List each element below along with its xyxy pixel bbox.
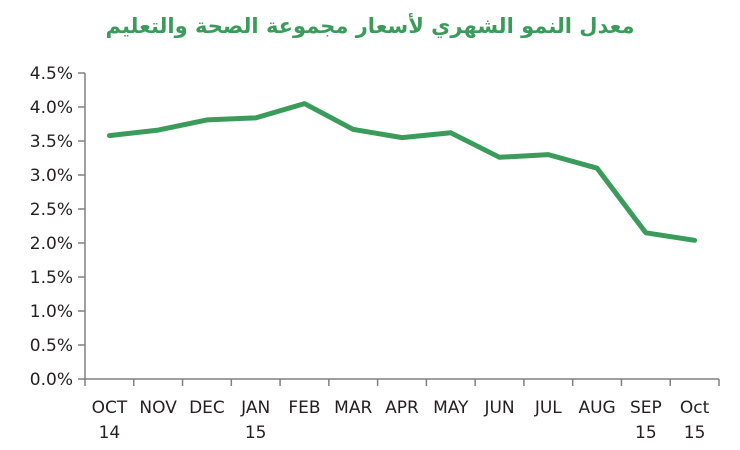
x-tick-label: 15: [684, 423, 706, 443]
x-tick-label: FEB: [288, 398, 320, 418]
x-tick-label: 14: [99, 423, 121, 443]
y-tick-label: 0.0%: [30, 370, 73, 390]
x-tick-label: JAN: [240, 398, 270, 418]
y-tick-label: 4.5%: [30, 64, 73, 84]
y-tick-label: 1.0%: [30, 302, 73, 322]
y-tick-label: 0.5%: [30, 336, 73, 356]
chart-title: معدل النمو الشهري لأسعار مجموعة الصحة وا…: [105, 14, 635, 38]
x-tick-label: AUG: [578, 398, 615, 418]
y-tick-label: 3.0%: [30, 166, 73, 186]
x-tick-label: MAR: [334, 398, 372, 418]
y-tick-label: 3.5%: [30, 132, 73, 152]
x-tick-label: OCT: [92, 398, 128, 418]
x-tick-label: 15: [245, 423, 267, 443]
y-tick-label: 2.5%: [30, 200, 73, 220]
x-tick-label: Oct: [680, 398, 710, 418]
x-tick-label: NOV: [139, 398, 177, 418]
y-tick-label: 2.0%: [30, 234, 73, 254]
x-tick-label: SEP: [630, 398, 662, 418]
x-tick-label: APR: [385, 398, 419, 418]
y-tick-label: 1.5%: [30, 268, 73, 288]
x-tick-label: DEC: [189, 398, 225, 418]
x-tick-label: JUL: [534, 398, 562, 418]
series-line: [106, 101, 698, 243]
y-tick-label: 4.0%: [30, 98, 73, 118]
x-tick-label: JUN: [483, 398, 514, 418]
x-tick-label: MAY: [433, 398, 469, 418]
x-tick-label: 15: [635, 423, 657, 443]
